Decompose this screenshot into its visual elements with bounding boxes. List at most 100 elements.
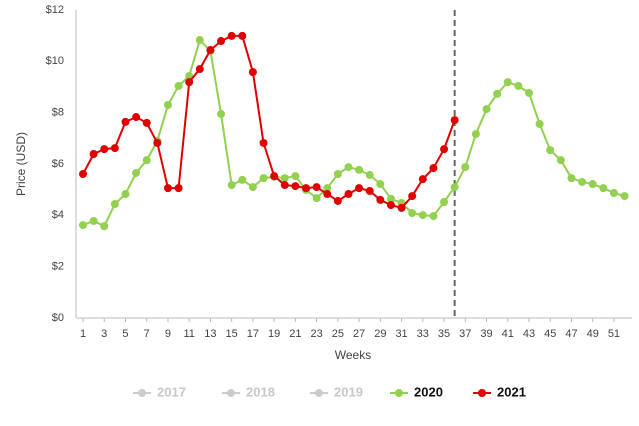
- point: [365, 186, 374, 195]
- x-tick-label: 35: [438, 328, 450, 340]
- legend-marker: [227, 389, 235, 397]
- point: [185, 71, 194, 80]
- x-tick-label: 33: [417, 328, 429, 340]
- point: [142, 156, 151, 165]
- point: [79, 170, 88, 179]
- legend-label: 2018: [246, 384, 275, 399]
- point: [546, 146, 555, 155]
- legend-label: 2020: [414, 384, 443, 399]
- point: [450, 183, 459, 192]
- point: [609, 189, 618, 198]
- point: [620, 192, 629, 201]
- y-tick-label: $10: [46, 55, 64, 67]
- point: [248, 68, 257, 77]
- point: [312, 183, 321, 192]
- point: [376, 180, 385, 189]
- point: [217, 109, 226, 118]
- x-tick-label: 49: [587, 328, 599, 340]
- x-tick-label: 5: [122, 328, 128, 340]
- point: [185, 78, 194, 87]
- point: [259, 174, 268, 183]
- point: [535, 119, 544, 128]
- y-tick-label: $4: [52, 209, 64, 221]
- legend-label: 2017: [157, 384, 186, 399]
- x-tick-label: 23: [310, 328, 322, 340]
- point: [195, 65, 204, 74]
- x-tick-label: 37: [459, 328, 471, 340]
- point: [174, 184, 183, 193]
- point: [259, 138, 268, 147]
- x-tick-label: 41: [502, 328, 514, 340]
- x-tick-label: 31: [395, 328, 407, 340]
- point: [333, 170, 342, 179]
- x-tick-label: 19: [268, 328, 280, 340]
- point: [323, 190, 332, 199]
- point: [132, 113, 141, 122]
- point: [397, 203, 406, 212]
- x-tick-label: 7: [144, 328, 150, 340]
- point: [355, 165, 364, 174]
- x-tick-label: 21: [289, 328, 301, 340]
- y-tick-label: $8: [52, 107, 64, 119]
- point: [302, 184, 311, 193]
- point: [344, 163, 353, 172]
- x-tick-label: 29: [374, 328, 386, 340]
- x-tick-label: 51: [608, 328, 620, 340]
- point: [291, 172, 300, 181]
- point: [248, 183, 257, 192]
- series-line: [82, 38, 625, 228]
- point: [121, 190, 130, 199]
- x-tick-label: 45: [544, 328, 556, 340]
- x-tick-label: 43: [523, 328, 535, 340]
- point: [429, 164, 438, 173]
- point: [100, 222, 109, 231]
- point: [440, 197, 449, 206]
- point: [163, 184, 172, 193]
- point: [556, 156, 565, 165]
- x-tick-label: 15: [226, 328, 238, 340]
- point: [450, 116, 459, 125]
- x-tick-label: 25: [332, 328, 344, 340]
- legend-label: 2019: [334, 384, 363, 399]
- legend-marker: [315, 389, 323, 397]
- x-tick-label: 11: [183, 328, 194, 340]
- point: [429, 212, 438, 221]
- legend-label: 2021: [497, 384, 526, 399]
- point: [195, 36, 204, 45]
- point: [270, 172, 279, 181]
- x-tick-label: 47: [565, 328, 577, 340]
- point: [227, 31, 236, 40]
- point: [142, 118, 151, 127]
- point: [344, 190, 353, 199]
- legend-marker: [395, 389, 403, 397]
- x-tick-label: 13: [204, 328, 216, 340]
- point: [386, 201, 395, 210]
- x-axis-title: Weeks: [335, 348, 371, 362]
- point: [238, 31, 247, 40]
- point: [418, 211, 427, 220]
- point: [280, 174, 289, 183]
- point: [333, 196, 342, 205]
- point: [121, 117, 130, 126]
- legend-marker: [138, 389, 146, 397]
- x-tick-label: 1: [80, 328, 86, 340]
- point: [365, 171, 374, 180]
- point: [206, 46, 215, 55]
- point: [408, 209, 417, 218]
- point: [238, 175, 247, 184]
- x-tick-label: 17: [247, 328, 259, 340]
- point: [503, 78, 512, 87]
- point: [599, 184, 608, 193]
- point: [227, 181, 236, 190]
- point: [578, 177, 587, 186]
- point: [524, 88, 533, 97]
- y-tick-label: $2: [52, 261, 64, 273]
- point: [471, 129, 480, 138]
- point: [386, 194, 395, 203]
- point: [100, 145, 109, 154]
- point: [376, 195, 385, 204]
- point: [153, 138, 162, 147]
- legend-marker: [478, 389, 486, 397]
- point: [110, 144, 119, 153]
